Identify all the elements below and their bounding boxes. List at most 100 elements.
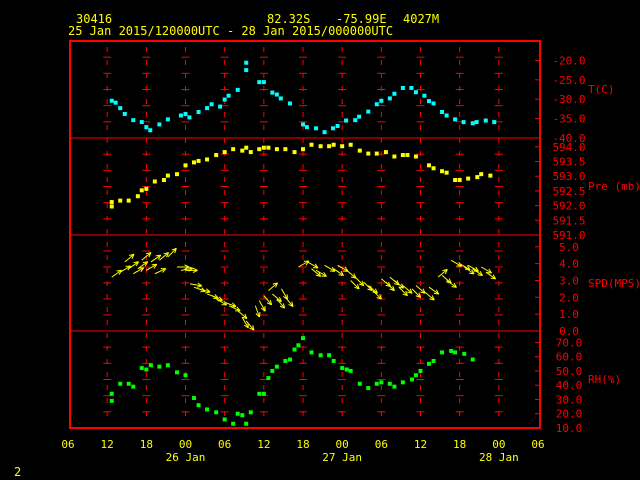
humidity-point	[109, 398, 114, 403]
pressure-point	[244, 145, 249, 150]
humidity-point	[418, 368, 423, 373]
pressure-point	[348, 142, 353, 147]
x-tick-label: 12	[101, 438, 114, 451]
humidity-point	[131, 384, 136, 389]
temperature-point	[431, 101, 436, 106]
page-number: 2	[14, 465, 22, 479]
pressure-point	[191, 160, 196, 165]
pressure-point	[222, 150, 227, 155]
x-tick-label: 18	[453, 438, 466, 451]
humidity-point	[126, 381, 131, 386]
pressure-point	[331, 142, 336, 147]
humidity-point	[144, 367, 149, 372]
temperature-point	[413, 90, 418, 95]
station-id: 30416	[76, 12, 113, 26]
humidity-point	[109, 391, 114, 396]
temperature-point	[422, 93, 427, 98]
wind-arrow	[472, 268, 483, 277]
temperature-point	[392, 91, 397, 96]
humidity-point	[244, 421, 249, 426]
date-label: 27 Jan	[322, 451, 362, 464]
station-elevation: 4027M	[403, 12, 440, 26]
time-range: 25 Jan 2015/120000UTC - 28 Jan 2015/0000…	[68, 24, 394, 38]
panel-label-rh: RH(%)	[588, 373, 621, 386]
humidity-point	[410, 377, 415, 382]
panel-label-spd: SPD(MPS)	[588, 277, 640, 290]
x-tick-label: 06	[531, 438, 544, 451]
y-tick-label: 593.5	[552, 156, 585, 169]
x-tick-label: 00	[492, 438, 505, 451]
temperature-point	[366, 109, 371, 114]
humidity-point	[266, 376, 271, 381]
date-label: 28 Jan	[479, 451, 519, 464]
pressure-point	[413, 154, 418, 159]
pressure-point	[440, 169, 445, 174]
humidity-point	[287, 357, 292, 362]
temperature-point	[109, 98, 114, 103]
temperature-point	[409, 85, 414, 90]
pressure-point	[196, 158, 201, 163]
pressure-point	[126, 198, 131, 203]
temperature-point	[357, 114, 362, 119]
humidity-point	[374, 381, 379, 386]
pressure-point	[248, 150, 253, 155]
pressure-point	[466, 176, 471, 181]
humidity-point	[118, 381, 123, 386]
y-tick-label: 593.0	[552, 170, 585, 183]
temperature-point	[122, 111, 127, 116]
y-tick-label: 20.0	[556, 408, 583, 421]
pressure-point	[109, 200, 114, 205]
pressure-point	[257, 147, 262, 152]
x-tick-label: 06	[61, 438, 74, 451]
pressure-point	[457, 178, 462, 183]
y-tick-label: 1.0	[559, 308, 579, 321]
temperature-point	[470, 121, 475, 126]
pressure-point	[139, 188, 144, 193]
humidity-point	[301, 336, 305, 341]
humidity-point	[392, 384, 397, 389]
temperature-point	[426, 99, 431, 104]
wind-arrow	[281, 288, 288, 300]
temperature-point	[304, 125, 309, 130]
pressure-point	[109, 204, 114, 209]
temperature-point	[209, 102, 214, 107]
humidity-point	[431, 358, 436, 363]
pressure-point	[374, 151, 379, 156]
temperature-point	[178, 113, 183, 118]
temperature-point	[183, 111, 188, 116]
humidity-point	[292, 347, 297, 352]
temperature-point	[235, 87, 240, 92]
wind-arrow	[263, 295, 273, 306]
temperature-point	[331, 126, 336, 131]
wind-arrow	[437, 268, 448, 278]
wind-arrow	[245, 320, 255, 331]
wind-arrow	[141, 252, 152, 261]
y-tick-label: -30.0	[552, 93, 585, 106]
x-tick-label: 06	[375, 438, 388, 451]
temperature-point	[492, 120, 497, 125]
humidity-point	[240, 413, 245, 418]
temperature-point	[374, 102, 379, 107]
humidity-point	[296, 343, 301, 348]
temperature-point	[144, 125, 149, 130]
wind-arrow	[124, 253, 135, 263]
humidity-point	[205, 407, 210, 412]
x-tick-label: 18	[140, 438, 153, 451]
humidity-point	[248, 410, 253, 415]
pressure-point	[240, 148, 245, 153]
humidity-point	[462, 351, 467, 356]
wind-arrow	[463, 266, 475, 275]
wind-arrow	[189, 282, 203, 288]
pressure-point	[475, 175, 480, 180]
wind-arrow	[354, 276, 365, 287]
pressure-point	[383, 150, 388, 155]
pressure-point	[479, 172, 484, 177]
temperature-point	[270, 90, 275, 95]
wind-arrow	[402, 285, 413, 294]
wind-arrow	[198, 288, 211, 294]
wind-arrow	[315, 269, 327, 277]
humidity-point	[413, 373, 418, 378]
humidity-point	[366, 386, 371, 391]
pressure-point	[231, 147, 236, 152]
